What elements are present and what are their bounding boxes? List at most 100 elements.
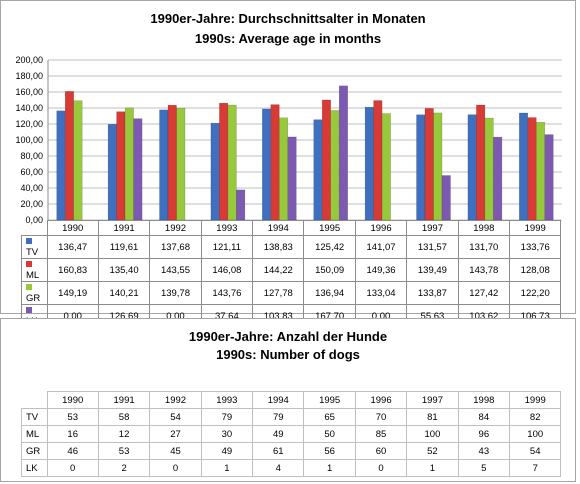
age-chart-title-de: 1990er-Jahre: Durchschnittsalter in Mona… bbox=[150, 11, 426, 26]
y-tick-label: 0,00 bbox=[25, 215, 43, 225]
year-header: 1991 bbox=[97, 220, 151, 236]
bar-gr bbox=[279, 117, 289, 221]
legend-key-ml bbox=[26, 261, 32, 268]
bar-gr bbox=[381, 113, 391, 221]
table-cell: 60 bbox=[354, 442, 408, 460]
table-row: ML 160,83 135,40 143,55 146,08 144,22 150,09 14… bbox=[21, 258, 562, 282]
bar-lk bbox=[544, 134, 554, 221]
table-cell: 1 bbox=[406, 459, 459, 477]
y-tick-label: 160,00 bbox=[15, 87, 43, 97]
age-bar-chart: 0,00 20,00 40,00 60,00 80,00 100,00 120,00 140,… bbox=[15, 55, 562, 225]
table-cell: 100 bbox=[509, 425, 562, 443]
bar-lk bbox=[287, 136, 297, 221]
year-header: 1990 bbox=[46, 220, 99, 236]
table-row: GR 46 53 45 49 61 56 60 52 43 54 bbox=[21, 442, 562, 460]
table-cell: 82 bbox=[509, 408, 562, 426]
bar-gr bbox=[536, 121, 546, 221]
table-cell: 141,07 bbox=[354, 235, 408, 259]
dogs-chart-title-de: 1990er-Jahre: Anzahl der Hunde bbox=[188, 329, 388, 344]
table-cell: 140,21 bbox=[97, 281, 151, 305]
table-cell: 137,68 bbox=[149, 235, 202, 259]
table-cell: 136,94 bbox=[303, 281, 356, 305]
bar-ml bbox=[527, 117, 537, 221]
bar-ml bbox=[321, 99, 331, 221]
table-cell: 133,87 bbox=[406, 281, 459, 305]
y-tick-label: 20,00 bbox=[20, 199, 43, 209]
table-row: LK 0 2 0 1 4 1 0 1 5 7 bbox=[21, 459, 562, 477]
series-label: TV bbox=[21, 235, 48, 259]
year-header: 1994 bbox=[252, 391, 305, 409]
table-cell: 128,08 bbox=[509, 258, 562, 282]
table-cell: 30 bbox=[200, 425, 254, 443]
table-cell: 100 bbox=[406, 425, 459, 443]
year-header: 1992 bbox=[149, 391, 202, 409]
bar-ml bbox=[167, 104, 177, 221]
bar-lk bbox=[441, 175, 451, 221]
table-cell: 70 bbox=[354, 408, 408, 426]
y-tick-label: 200,00 bbox=[15, 55, 43, 65]
table-cell: 119,61 bbox=[97, 235, 151, 259]
bar-tv bbox=[107, 124, 117, 221]
table-cell: 135,40 bbox=[97, 258, 151, 282]
table-row: TV 136,47 119,61 137,68 121,11 138,83 125,42 14… bbox=[21, 235, 562, 259]
table-cell: 58 bbox=[97, 408, 151, 426]
year-header: 1996 bbox=[354, 220, 408, 236]
y-tick-label: 180,00 bbox=[15, 71, 43, 81]
table-cell: 54 bbox=[149, 408, 202, 426]
bar-tv bbox=[210, 122, 220, 221]
table-cell: 12 bbox=[97, 425, 151, 443]
series-label: TV bbox=[21, 408, 48, 426]
table-cell: 96 bbox=[457, 425, 511, 443]
table-cell: 45 bbox=[149, 442, 202, 460]
dogs-count-panel: 1990er-Jahre: Anzahl der Hunde 1990s: Nu… bbox=[0, 318, 576, 482]
year-header: 1999 bbox=[509, 391, 562, 409]
age-chart-panel: 1990er-Jahre: Durchschnittsalter in Mona… bbox=[0, 0, 576, 328]
series-label: GR bbox=[21, 281, 48, 305]
bar-tv bbox=[159, 109, 169, 221]
year-header: 1991 bbox=[97, 391, 151, 409]
table-cell: 85 bbox=[354, 425, 408, 443]
y-tick-label: 40,00 bbox=[20, 183, 43, 193]
year-header: 1994 bbox=[252, 220, 305, 236]
table-cell: 49 bbox=[252, 425, 305, 443]
table-cell: 43 bbox=[457, 442, 511, 460]
table-row: ML 16 12 27 30 49 50 85 100 96 100 bbox=[21, 425, 562, 443]
table-cell: 149,36 bbox=[354, 258, 408, 282]
table-cell: 122,20 bbox=[509, 281, 562, 305]
table-cell: 143,76 bbox=[200, 281, 254, 305]
table-corner bbox=[22, 392, 48, 409]
table-cell: 65 bbox=[303, 408, 356, 426]
y-tick-label: 60,00 bbox=[20, 167, 43, 177]
bar-gr bbox=[484, 117, 494, 221]
table-cell: 54 bbox=[509, 442, 562, 460]
table-cell: 121,11 bbox=[200, 235, 254, 259]
table-cell: 146,08 bbox=[200, 258, 254, 282]
table-cell: 1 bbox=[303, 459, 356, 477]
dogs-data-table: 1990 1991 1992 1993 1994 1995 1996 1997 1998 1999… bbox=[21, 391, 562, 477]
bar-gr bbox=[176, 107, 186, 221]
table-cell: 127,78 bbox=[252, 281, 305, 305]
table-cell: 149,19 bbox=[46, 281, 99, 305]
legend-key-lk bbox=[26, 307, 32, 314]
y-tick-label: 80,00 bbox=[20, 151, 43, 161]
table-cell: 127,42 bbox=[457, 281, 511, 305]
y-tick-label: 140,00 bbox=[15, 103, 43, 113]
bar-tv bbox=[519, 112, 529, 221]
year-header: 1998 bbox=[457, 391, 511, 409]
table-cell: 52 bbox=[406, 442, 459, 460]
table-cell: 81 bbox=[406, 408, 459, 426]
bar-tv bbox=[364, 106, 374, 221]
bar-gr bbox=[73, 100, 83, 221]
table-cell: 16 bbox=[46, 425, 99, 443]
table-cell: 143,55 bbox=[149, 258, 202, 282]
table-cell: 53 bbox=[97, 442, 151, 460]
y-tick-label: 120,00 bbox=[15, 119, 43, 129]
table-cell: 46 bbox=[46, 442, 99, 460]
table-cell: 7 bbox=[509, 459, 562, 477]
bar-ml bbox=[219, 102, 229, 221]
table-cell: 79 bbox=[252, 408, 305, 426]
bar-gr bbox=[433, 112, 443, 221]
year-header: 1995 bbox=[303, 220, 356, 236]
table-cell: 133,04 bbox=[354, 281, 408, 305]
bar-ml bbox=[373, 100, 383, 221]
